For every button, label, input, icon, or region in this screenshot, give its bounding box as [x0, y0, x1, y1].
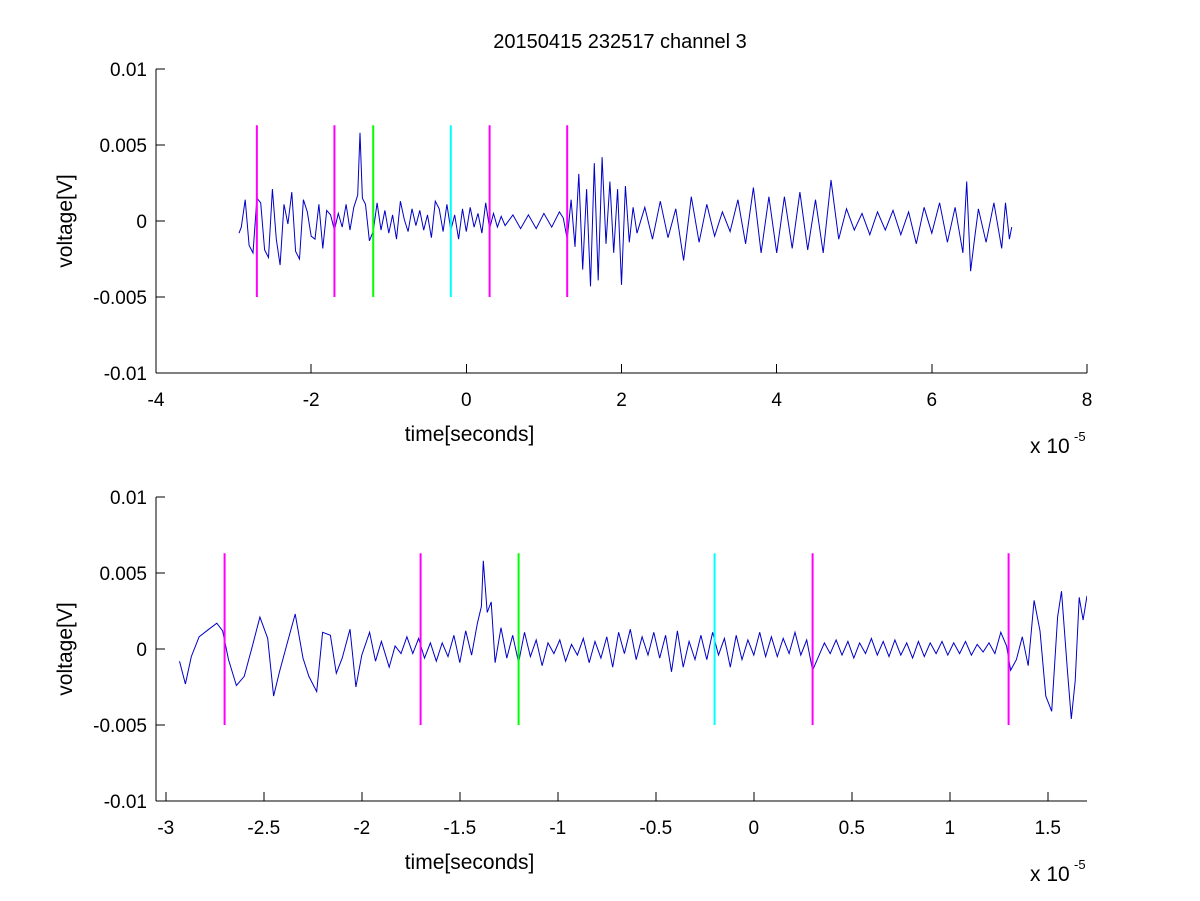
x-tick-label: 0: [461, 390, 472, 411]
x-tick-label: -2.5: [247, 818, 280, 839]
y-tick-label: 0.01: [110, 488, 147, 509]
x-exponent-value: -5: [1074, 857, 1086, 872]
x-tick-label: 1.5: [1035, 818, 1061, 839]
y-tick-label: -0.005: [93, 288, 147, 309]
x-tick-label: 6: [927, 390, 938, 411]
signal-line: [238, 132, 1013, 287]
x-tick-label: -4: [148, 390, 165, 411]
y-tick-label: -0.005: [93, 716, 147, 737]
x-tick-label: -1.5: [443, 818, 476, 839]
x-tick-label: 1: [945, 818, 956, 839]
x-tick-label: -2: [303, 390, 320, 411]
x-exponent-label: x 10: [1030, 863, 1070, 886]
y-tick-label: 0.005: [99, 564, 147, 585]
x-tick-label: -2: [353, 818, 370, 839]
x-tick-label: -1: [549, 818, 566, 839]
y-tick-label: 0: [136, 212, 147, 233]
figure-title: 20150415 232517 channel 3: [493, 31, 747, 53]
x-tick-label: 8: [1082, 390, 1093, 411]
y-axis-label: voltage[V]: [54, 174, 77, 267]
x-axis-label: time[seconds]: [405, 851, 535, 874]
top-plot: -0.01 -0.005 0 0.005 0.01 -4 -2 0 2 4 6 8 time[secon…: [54, 60, 1092, 458]
y-tick-label: -0.01: [104, 792, 147, 813]
bottom-plot: -0.01 -0.005 0 0.005 0.01 -3 -2.5 -2 -1.5 -1 -0.5 0…: [54, 488, 1087, 886]
y-tick-label: 0.005: [99, 136, 147, 157]
x-tick-label: 4: [771, 390, 782, 411]
y-tick-label: 0: [136, 640, 147, 661]
x-exponent-value: -5: [1074, 429, 1086, 444]
x-tick-label: 0.5: [839, 818, 865, 839]
signal-line: [179, 560, 1087, 719]
x-tick-label: -3: [157, 818, 174, 839]
y-tick-label: -0.01: [104, 364, 147, 385]
x-tick-label: 2: [616, 390, 627, 411]
x-exponent-label: x 10: [1030, 435, 1070, 458]
y-tick-label: 0.01: [110, 60, 147, 81]
x-tick-label: -0.5: [639, 818, 672, 839]
y-axis-label: voltage[V]: [54, 602, 77, 695]
x-tick-label: 0: [749, 818, 760, 839]
x-axis-label: time[seconds]: [405, 423, 535, 446]
